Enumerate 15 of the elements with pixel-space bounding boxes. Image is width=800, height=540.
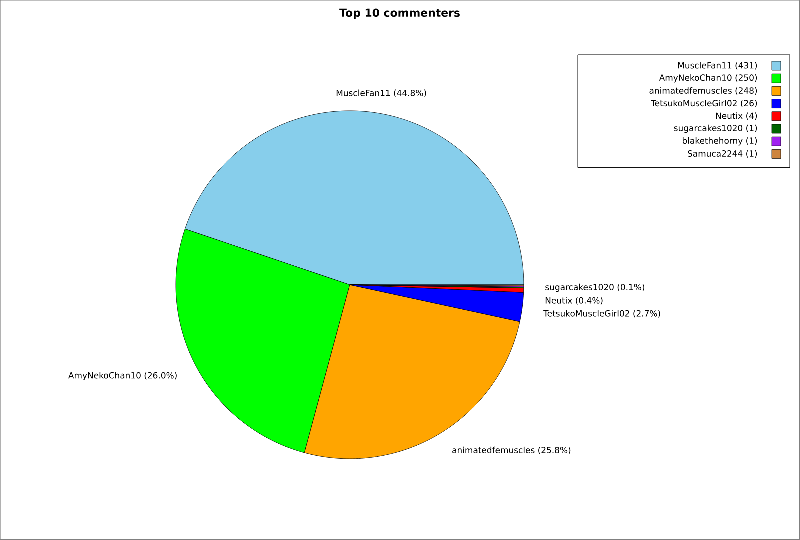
data-label: AmyNekoChan10 (26.0%) xyxy=(68,372,177,380)
legend-label: AmyNekoChan10 (250) xyxy=(659,74,758,83)
data-label: Neutix (0.4%) xyxy=(546,297,603,305)
legend-label: TetsukoMuscleGirl02 (26) xyxy=(651,100,758,108)
legend-label: sugarcakes1020 (1) xyxy=(674,124,758,134)
data-label: sugarcakes1020 (0.1%) xyxy=(546,284,645,292)
legend-label: Samuca2244 (1) xyxy=(688,150,758,158)
chart-title: Top 10 commenters xyxy=(340,8,460,20)
data-label: animatedfemuscles (25.8%) xyxy=(452,446,571,454)
legend-label: Neutix (4) xyxy=(716,112,758,120)
data-label: TetsukoMuscleGirl02 (2.7%) xyxy=(544,310,660,318)
legend-label: blakethehorny (1) xyxy=(682,137,758,146)
legend-label: MuscleFan11 (431) xyxy=(678,62,758,70)
data-label: MuscleFan11 (44.8%) xyxy=(336,90,426,98)
legend-label: animatedfemuscles (248) xyxy=(650,87,758,95)
